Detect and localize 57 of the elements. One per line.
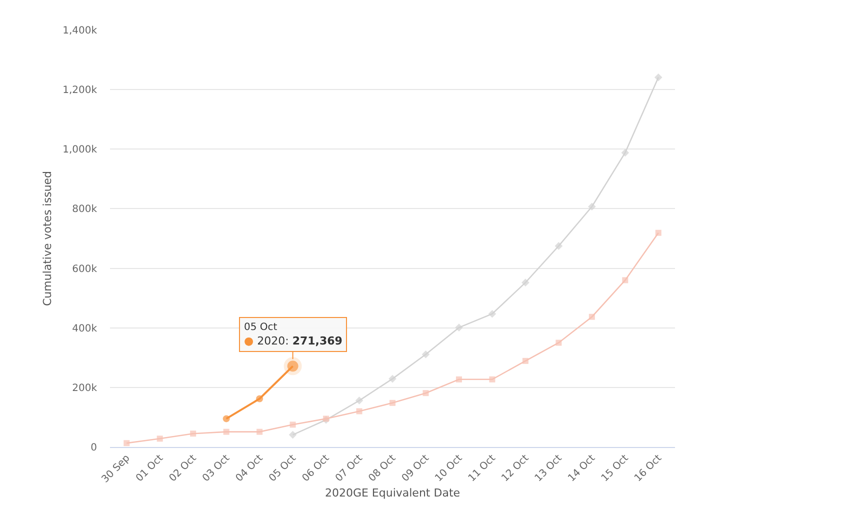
x-tick-label: 11 Oct [466, 452, 498, 484]
x-tick-label: 06 Oct [300, 452, 332, 484]
point [390, 400, 396, 406]
x-tick-label: 08 Oct [366, 452, 398, 484]
point [222, 415, 230, 422]
point [190, 430, 196, 437]
point [156, 436, 163, 442]
annotation: 05 Oct ● 2020: 271,369 [244, 322, 342, 348]
y-tick-label: 1,400k [62, 26, 98, 36]
point [522, 278, 530, 286]
x-tick-label: 30 Sep [100, 452, 132, 486]
point [455, 324, 463, 332]
y-axis-title: Cumulative votes issued [41, 170, 54, 306]
point [355, 396, 364, 404]
point [489, 376, 496, 382]
y-tick-label: 400k [72, 323, 98, 334]
point [622, 277, 628, 284]
x-tick-label: 02 Oct [167, 452, 199, 484]
y-tick-label: 800k [72, 204, 98, 216]
x-tick-label: 13 Oct [533, 452, 564, 484]
point [388, 374, 396, 383]
point [356, 408, 362, 414]
x-tick-label: 14 Oct [566, 452, 598, 484]
point [223, 428, 230, 435]
point [256, 395, 264, 402]
x-tick-label: 01 Oct [134, 452, 166, 484]
y-tick-label: 1,200k [62, 85, 98, 96]
point [621, 148, 630, 157]
point [556, 340, 562, 346]
point [256, 428, 263, 435]
point [655, 230, 662, 236]
x-tick-label: 10 Oct [433, 452, 465, 484]
x-tick-label: 07 Oct [334, 452, 365, 484]
point [588, 202, 596, 211]
x-tick-label: 15 Oct [600, 452, 631, 484]
point [488, 310, 496, 318]
point [522, 358, 528, 364]
point [588, 314, 595, 320]
x-tick-label: 05 Oct [267, 452, 298, 484]
y-tick-label: 0 [90, 442, 97, 454]
x-tick-label: 12 Oct [500, 452, 532, 484]
y-tick-label: 1,000k [62, 144, 98, 156]
y-tick-label: 200k [72, 382, 98, 394]
x-axis-title: 2020GE Equivalent Date [324, 486, 460, 500]
point [654, 73, 662, 82]
y-tick-label: 600k [72, 264, 98, 275]
point [290, 422, 296, 428]
point [456, 376, 462, 382]
x-tick-label: 03 Oct [200, 452, 232, 484]
x-tick-label: 04 Oct [234, 452, 266, 484]
point [422, 350, 430, 358]
point [124, 440, 130, 446]
point [422, 390, 429, 396]
x-tick-label: 09 Oct [400, 452, 432, 484]
point [554, 242, 563, 250]
x-tick-label: 16 Oct [632, 452, 664, 484]
point [288, 430, 297, 439]
